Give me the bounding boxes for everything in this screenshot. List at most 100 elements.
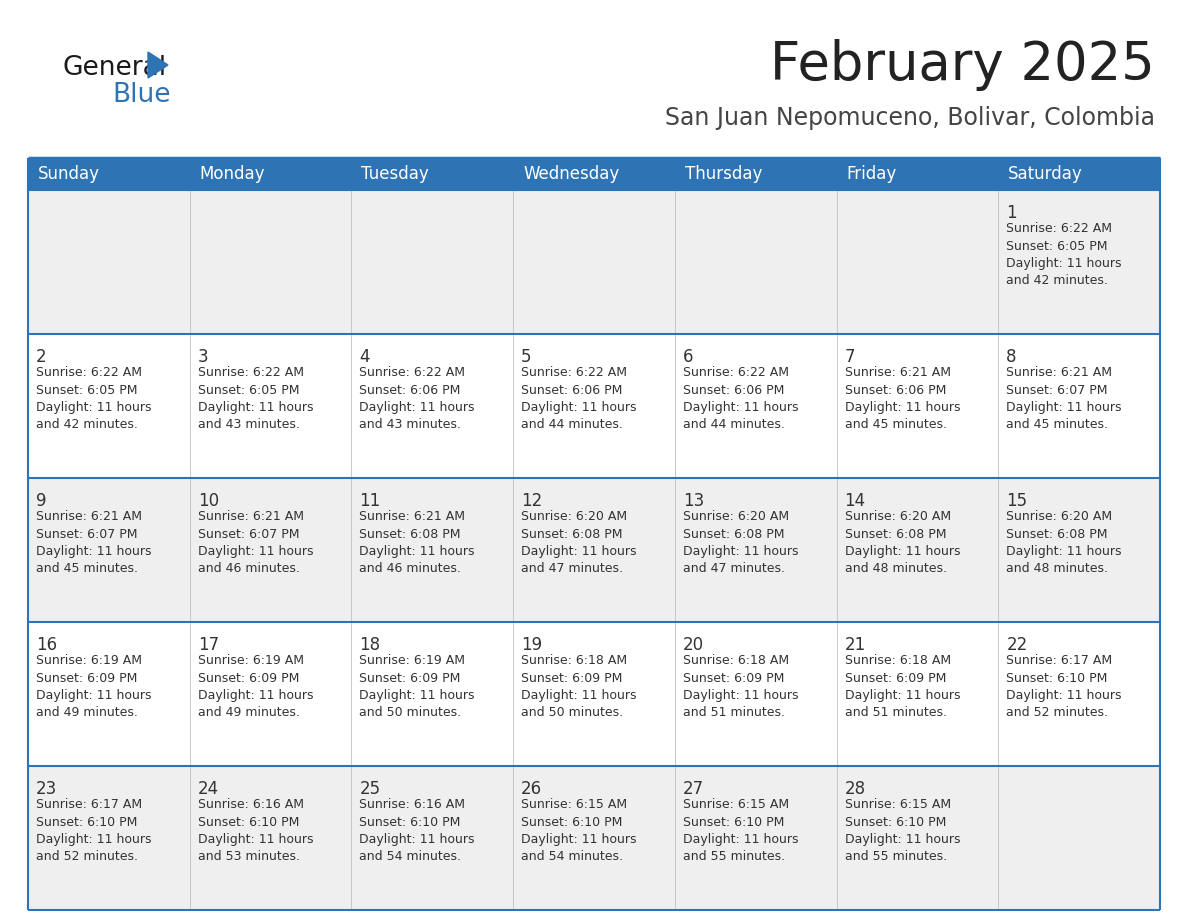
Text: 12: 12: [522, 492, 543, 510]
Text: Daylight: 11 hours: Daylight: 11 hours: [1006, 545, 1121, 558]
Text: Sunrise: 6:21 AM: Sunrise: 6:21 AM: [845, 366, 950, 379]
Text: 9: 9: [36, 492, 46, 510]
Text: Sunrise: 6:17 AM: Sunrise: 6:17 AM: [36, 798, 143, 811]
Text: Sunrise: 6:20 AM: Sunrise: 6:20 AM: [845, 510, 950, 523]
Text: and 50 minutes.: and 50 minutes.: [522, 707, 624, 720]
Text: and 48 minutes.: and 48 minutes.: [1006, 563, 1108, 576]
Text: Wednesday: Wednesday: [523, 165, 619, 183]
Text: 4: 4: [360, 348, 369, 366]
Text: Sunset: 6:09 PM: Sunset: 6:09 PM: [522, 671, 623, 685]
Text: Sunrise: 6:22 AM: Sunrise: 6:22 AM: [36, 366, 143, 379]
Text: Sunset: 6:05 PM: Sunset: 6:05 PM: [36, 384, 138, 397]
Text: Daylight: 11 hours: Daylight: 11 hours: [845, 689, 960, 702]
Text: and 50 minutes.: and 50 minutes.: [360, 707, 462, 720]
Text: 23: 23: [36, 780, 57, 798]
Text: Sunset: 6:08 PM: Sunset: 6:08 PM: [845, 528, 946, 541]
Text: Daylight: 11 hours: Daylight: 11 hours: [845, 545, 960, 558]
Text: and 53 minutes.: and 53 minutes.: [197, 850, 299, 864]
Text: and 47 minutes.: and 47 minutes.: [683, 563, 785, 576]
Text: and 49 minutes.: and 49 minutes.: [197, 707, 299, 720]
Text: and 44 minutes.: and 44 minutes.: [522, 419, 623, 431]
Text: Sunset: 6:07 PM: Sunset: 6:07 PM: [197, 528, 299, 541]
Text: Sunset: 6:08 PM: Sunset: 6:08 PM: [1006, 528, 1107, 541]
Text: Sunset: 6:09 PM: Sunset: 6:09 PM: [683, 671, 784, 685]
Text: Sunrise: 6:16 AM: Sunrise: 6:16 AM: [197, 798, 304, 811]
Text: Daylight: 11 hours: Daylight: 11 hours: [36, 401, 152, 414]
Text: Daylight: 11 hours: Daylight: 11 hours: [360, 689, 475, 702]
Text: and 54 minutes.: and 54 minutes.: [522, 850, 624, 864]
Text: Sunrise: 6:22 AM: Sunrise: 6:22 AM: [522, 366, 627, 379]
Text: Blue: Blue: [112, 82, 171, 108]
Text: and 45 minutes.: and 45 minutes.: [1006, 419, 1108, 431]
Text: and 47 minutes.: and 47 minutes.: [522, 563, 624, 576]
Bar: [29, 766, 1159, 910]
Text: 21: 21: [845, 636, 866, 654]
Text: Sunrise: 6:15 AM: Sunrise: 6:15 AM: [845, 798, 950, 811]
Text: 20: 20: [683, 636, 704, 654]
Text: Daylight: 11 hours: Daylight: 11 hours: [360, 401, 475, 414]
Text: Sunrise: 6:21 AM: Sunrise: 6:21 AM: [197, 510, 304, 523]
Text: Sunset: 6:09 PM: Sunset: 6:09 PM: [845, 671, 946, 685]
Text: Sunset: 6:08 PM: Sunset: 6:08 PM: [360, 528, 461, 541]
Text: Sunrise: 6:16 AM: Sunrise: 6:16 AM: [360, 798, 466, 811]
Text: February 2025: February 2025: [770, 39, 1155, 91]
Bar: [29, 334, 1159, 478]
Text: Sunrise: 6:22 AM: Sunrise: 6:22 AM: [1006, 222, 1112, 235]
Text: Sunset: 6:10 PM: Sunset: 6:10 PM: [522, 815, 623, 829]
Text: 7: 7: [845, 348, 855, 366]
Text: Sunset: 6:10 PM: Sunset: 6:10 PM: [845, 815, 946, 829]
Text: Daylight: 11 hours: Daylight: 11 hours: [197, 401, 314, 414]
Text: Sunrise: 6:20 AM: Sunrise: 6:20 AM: [522, 510, 627, 523]
Text: Sunrise: 6:18 AM: Sunrise: 6:18 AM: [683, 654, 789, 667]
Text: Sunrise: 6:19 AM: Sunrise: 6:19 AM: [360, 654, 466, 667]
Text: Sunrise: 6:19 AM: Sunrise: 6:19 AM: [36, 654, 143, 667]
Text: Sunset: 6:08 PM: Sunset: 6:08 PM: [522, 528, 623, 541]
Bar: [29, 190, 1159, 334]
Text: and 51 minutes.: and 51 minutes.: [845, 707, 947, 720]
Bar: [29, 158, 1159, 190]
Text: Sunrise: 6:22 AM: Sunrise: 6:22 AM: [683, 366, 789, 379]
Text: 18: 18: [360, 636, 380, 654]
Text: Sunrise: 6:15 AM: Sunrise: 6:15 AM: [522, 798, 627, 811]
Text: and 55 minutes.: and 55 minutes.: [845, 850, 947, 864]
Text: 17: 17: [197, 636, 219, 654]
Text: Daylight: 11 hours: Daylight: 11 hours: [197, 689, 314, 702]
Text: 3: 3: [197, 348, 208, 366]
Text: Sunset: 6:10 PM: Sunset: 6:10 PM: [683, 815, 784, 829]
Text: Sunset: 6:08 PM: Sunset: 6:08 PM: [683, 528, 784, 541]
Text: and 44 minutes.: and 44 minutes.: [683, 419, 785, 431]
Text: and 46 minutes.: and 46 minutes.: [197, 563, 299, 576]
Text: Daylight: 11 hours: Daylight: 11 hours: [1006, 689, 1121, 702]
Text: 15: 15: [1006, 492, 1028, 510]
Text: 5: 5: [522, 348, 532, 366]
Text: Sunset: 6:09 PM: Sunset: 6:09 PM: [360, 671, 461, 685]
Text: Daylight: 11 hours: Daylight: 11 hours: [197, 545, 314, 558]
Text: Thursday: Thursday: [684, 165, 763, 183]
Text: Daylight: 11 hours: Daylight: 11 hours: [197, 833, 314, 846]
Text: Sunset: 6:10 PM: Sunset: 6:10 PM: [360, 815, 461, 829]
Text: Daylight: 11 hours: Daylight: 11 hours: [1006, 401, 1121, 414]
Text: Daylight: 11 hours: Daylight: 11 hours: [360, 545, 475, 558]
Text: Sunset: 6:10 PM: Sunset: 6:10 PM: [197, 815, 299, 829]
Text: Sunset: 6:09 PM: Sunset: 6:09 PM: [36, 671, 138, 685]
Text: Sunrise: 6:22 AM: Sunrise: 6:22 AM: [197, 366, 304, 379]
Text: Sunset: 6:05 PM: Sunset: 6:05 PM: [1006, 240, 1107, 252]
Text: Sunset: 6:07 PM: Sunset: 6:07 PM: [1006, 384, 1107, 397]
Text: Daylight: 11 hours: Daylight: 11 hours: [845, 401, 960, 414]
Text: Sunset: 6:06 PM: Sunset: 6:06 PM: [360, 384, 461, 397]
Text: Daylight: 11 hours: Daylight: 11 hours: [36, 545, 152, 558]
Text: 11: 11: [360, 492, 380, 510]
Text: and 43 minutes.: and 43 minutes.: [360, 419, 461, 431]
Text: Daylight: 11 hours: Daylight: 11 hours: [683, 833, 798, 846]
Text: and 54 minutes.: and 54 minutes.: [360, 850, 461, 864]
Text: and 55 minutes.: and 55 minutes.: [683, 850, 785, 864]
Text: Sunset: 6:05 PM: Sunset: 6:05 PM: [197, 384, 299, 397]
Text: Sunset: 6:10 PM: Sunset: 6:10 PM: [36, 815, 138, 829]
Text: General: General: [62, 55, 166, 81]
Text: and 51 minutes.: and 51 minutes.: [683, 707, 785, 720]
Text: Daylight: 11 hours: Daylight: 11 hours: [522, 545, 637, 558]
Text: and 45 minutes.: and 45 minutes.: [36, 563, 138, 576]
Text: Daylight: 11 hours: Daylight: 11 hours: [522, 833, 637, 846]
Text: Sunrise: 6:21 AM: Sunrise: 6:21 AM: [1006, 366, 1112, 379]
Text: Sunset: 6:06 PM: Sunset: 6:06 PM: [522, 384, 623, 397]
